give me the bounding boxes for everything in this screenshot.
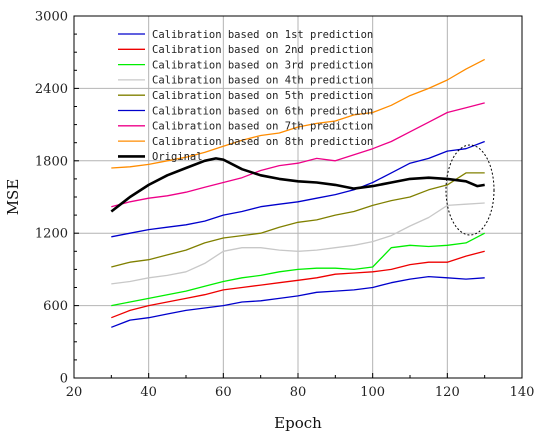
y-tick-label: 1200 <box>35 227 68 242</box>
y-tick-label: 1800 <box>35 154 68 169</box>
legend-label-1: Calibration based on 1st prediction <box>152 29 373 41</box>
series-line-5 <box>111 172 485 268</box>
legend-label-3: Calibration based on 3rd prediction <box>152 59 373 71</box>
x-tick-label: 140 <box>510 385 535 400</box>
series-line-3 <box>111 232 485 307</box>
legend-label-9: Original <box>152 151 203 163</box>
legend-label-8: Calibration based on 8th prediction <box>152 136 373 148</box>
series-line-7 <box>111 102 485 208</box>
series-lines <box>110 58 485 328</box>
y-axis-label: MSE <box>4 179 22 216</box>
series-line-9 <box>110 157 485 213</box>
y-tick-label: 600 <box>43 299 68 314</box>
x-axis-label: Epoch <box>274 414 322 432</box>
x-tick-label: 80 <box>290 385 307 400</box>
legend-label-5: Calibration based on 5th prediction <box>152 90 373 102</box>
annotation-ellipse <box>445 144 495 236</box>
x-tick-label: 40 <box>140 385 157 400</box>
axes: 20 40 60 80 100 120 140 0 600 1200 1800 2400 3000 <box>35 10 535 401</box>
legend-label-4: Calibration based on 4th prediction <box>152 75 373 87</box>
x-tick-label: 60 <box>215 385 232 400</box>
series-line-2 <box>111 250 485 319</box>
y-tick-label: 2400 <box>35 82 68 97</box>
x-tick-label: 120 <box>435 385 460 400</box>
series-line-6 <box>111 140 485 238</box>
x-tick-label: 100 <box>360 385 385 400</box>
series-line-1 <box>111 275 485 328</box>
legend-label-7: Calibration based on 7th prediction <box>152 121 373 133</box>
series-line-4 <box>111 202 485 285</box>
y-tick-label: 3000 <box>35 10 68 25</box>
legend-label-6: Calibration based on 6th prediction <box>152 105 373 117</box>
series-line-8 <box>111 58 485 169</box>
legend: Calibration based on 1st prediction Calib… <box>118 29 373 163</box>
x-tick-label: 20 <box>66 385 83 400</box>
y-tick-label: 0 <box>60 372 68 387</box>
legend-label-2: Calibration based on 2nd prediction <box>152 44 373 56</box>
